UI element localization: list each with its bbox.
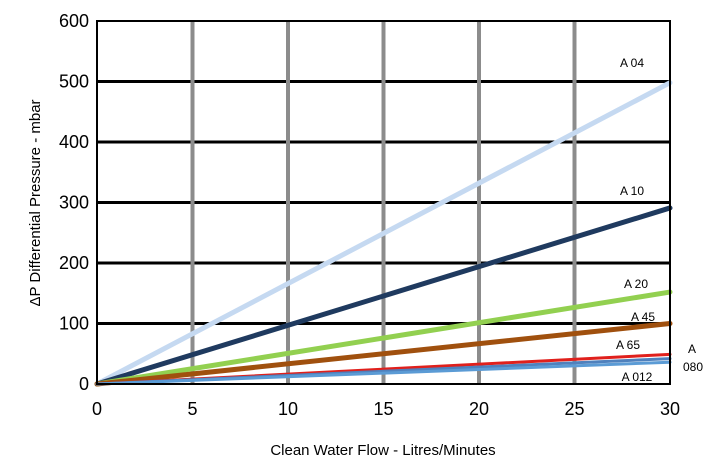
series-label-a-04: A 04 [620, 56, 644, 70]
series-line-a-04 [94, 80, 673, 387]
y-tick-label: 100 [59, 314, 89, 334]
series-label-a-10: A 10 [620, 184, 644, 198]
series-label-a-080: A 080 [683, 342, 703, 374]
y-tick-label: 200 [59, 253, 89, 273]
y-tick-label: 300 [59, 193, 89, 213]
x-tick-label: 25 [564, 399, 584, 419]
series-label-a-20: A 20 [624, 277, 648, 291]
x-tick-label: 10 [278, 399, 298, 419]
y-axis-title: ΔP Differential Pressure - mbar [27, 99, 44, 306]
x-tick-label: 15 [373, 399, 393, 419]
y-tick-label: 600 [59, 11, 89, 31]
grid [97, 21, 670, 384]
series-line-a-10 [94, 205, 673, 387]
series-line-a-012 [95, 360, 672, 386]
series-label-a-45: A 45 [631, 310, 655, 324]
series-line-a-20 [94, 289, 673, 387]
x-tick-label: 20 [469, 399, 489, 419]
y-tick-label: 500 [59, 72, 89, 92]
series-lines [94, 80, 673, 387]
series-labels: A 04 A 10 A 20 A 45 A 65 A 080 A 012 [616, 56, 703, 384]
series-line-a-45 [94, 321, 673, 387]
x-tick-label: 30 [660, 399, 680, 419]
series-label-a-65: A 65 [616, 338, 640, 352]
y-tick-label: 0 [79, 374, 89, 394]
x-axis-title: Clean Water Flow - Litres/Minutes [270, 442, 495, 459]
x-tick-label: 5 [187, 399, 197, 419]
tick-labels: 0 100 200 300 400 500 600 0 5 10 15 20 25 30 [59, 11, 680, 419]
y-tick-label: 400 [59, 132, 89, 152]
plot-frame [96, 20, 671, 385]
series-label-a-012: A 012 [622, 370, 653, 384]
x-tick-label: 0 [92, 399, 102, 419]
